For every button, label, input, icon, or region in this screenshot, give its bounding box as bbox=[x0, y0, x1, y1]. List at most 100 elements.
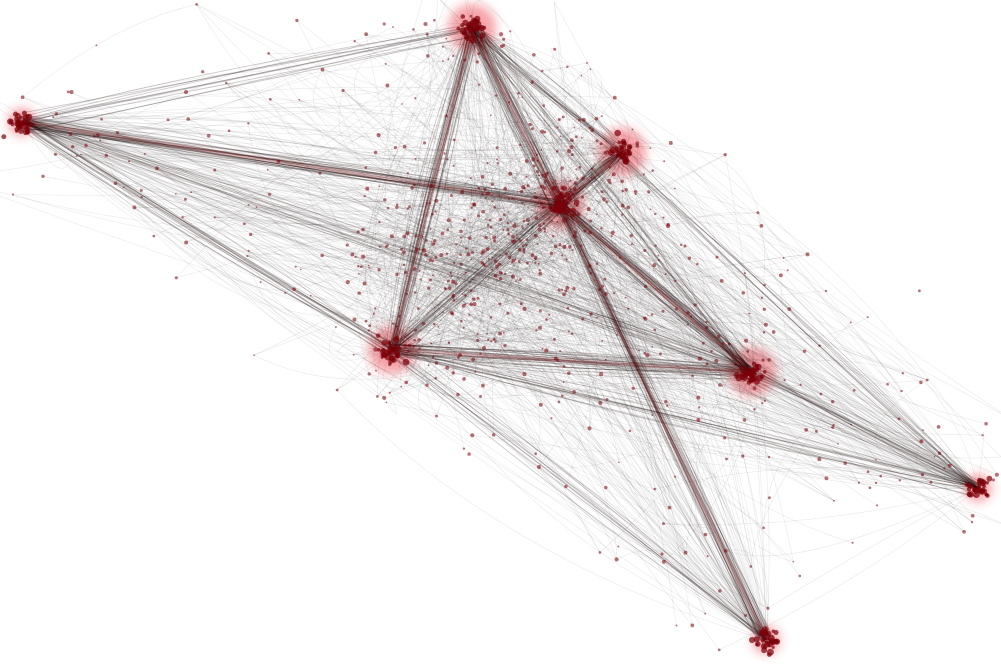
graph-edge bbox=[621, 151, 693, 626]
hub-node bbox=[557, 203, 562, 209]
graph-edge bbox=[182, 27, 473, 218]
graph-edge bbox=[391, 167, 581, 351]
graph-edge bbox=[398, 27, 473, 357]
graph-edge bbox=[470, 177, 707, 328]
graph-edge bbox=[471, 27, 603, 117]
graph-node bbox=[898, 478, 902, 482]
graph-node bbox=[674, 279, 677, 283]
graph-edge bbox=[452, 313, 753, 376]
graph-edge bbox=[550, 47, 623, 153]
graph-node bbox=[534, 257, 537, 261]
bundled-edge bbox=[751, 368, 982, 486]
bundled-edge bbox=[392, 21, 475, 355]
graph-node bbox=[377, 268, 381, 272]
hub-node bbox=[24, 125, 30, 131]
bundled-edge bbox=[479, 29, 750, 376]
graph-node bbox=[502, 331, 505, 334]
graph-node bbox=[378, 185, 381, 188]
graph-edge bbox=[495, 275, 767, 643]
graph-edge bbox=[499, 190, 623, 334]
bundled-edge bbox=[28, 127, 399, 346]
graph-edge bbox=[391, 116, 564, 351]
graph-edge bbox=[767, 487, 979, 609]
graph-edge bbox=[185, 242, 364, 291]
graph-edge bbox=[464, 235, 612, 251]
graph-edge bbox=[554, 1, 572, 148]
graph-node bbox=[444, 114, 448, 118]
graph-node bbox=[456, 356, 460, 359]
graph-node bbox=[493, 259, 498, 264]
graph-edge bbox=[422, 236, 767, 641]
graph-edge bbox=[432, 188, 575, 262]
bundled-edge bbox=[556, 202, 753, 373]
graph-edge bbox=[21, 121, 675, 195]
graph-edge bbox=[357, 115, 603, 233]
graph-node bbox=[653, 487, 657, 491]
graph-edge bbox=[535, 235, 979, 489]
graph-edge bbox=[553, 235, 723, 387]
graph-edge bbox=[391, 233, 509, 351]
graph-edge bbox=[405, 27, 484, 383]
graph-edge bbox=[389, 160, 539, 394]
graph-edge bbox=[407, 231, 466, 296]
graph-edge bbox=[407, 151, 623, 352]
graph-edge bbox=[415, 204, 561, 331]
graph-edge bbox=[621, 151, 794, 562]
graph-edge bbox=[560, 350, 833, 428]
graph-edge bbox=[354, 34, 428, 136]
hub-node bbox=[397, 346, 402, 351]
graph-node bbox=[542, 205, 546, 209]
graph-edge bbox=[396, 204, 753, 373]
graph-edge bbox=[100, 62, 588, 141]
hub-node bbox=[479, 36, 484, 40]
graph-node bbox=[352, 353, 355, 356]
graph-edge bbox=[463, 297, 689, 329]
hub-node bbox=[771, 645, 775, 649]
graph-edge bbox=[21, 117, 385, 201]
graph-node bbox=[213, 168, 217, 172]
graph-edge bbox=[375, 146, 405, 163]
graph-edge bbox=[396, 181, 553, 254]
graph-edge bbox=[21, 121, 598, 318]
graph-node bbox=[353, 39, 356, 43]
graph-edge bbox=[391, 275, 436, 351]
graph-node bbox=[174, 193, 177, 195]
graph-node bbox=[525, 244, 528, 246]
bundled-edge bbox=[560, 206, 766, 643]
bundled-edge bbox=[467, 31, 749, 369]
graph-edge bbox=[383, 153, 445, 351]
graph-node bbox=[762, 330, 766, 334]
graph-node bbox=[876, 504, 879, 507]
bundled-edge bbox=[617, 161, 979, 488]
graph-node bbox=[633, 189, 638, 194]
graph-node bbox=[482, 263, 486, 267]
graph-node bbox=[565, 285, 570, 290]
graph-node bbox=[478, 83, 481, 86]
graph-edge bbox=[471, 27, 608, 153]
bundled-edge bbox=[464, 24, 630, 154]
graph-edge bbox=[447, 180, 473, 255]
graph-edge bbox=[21, 121, 407, 295]
graph-edge bbox=[21, 120, 722, 282]
graph-node bbox=[341, 88, 345, 93]
hub-node bbox=[553, 205, 558, 210]
hub-node bbox=[17, 127, 25, 134]
graph-node bbox=[573, 126, 576, 129]
graph-node bbox=[99, 139, 102, 142]
graph-node bbox=[388, 391, 391, 394]
graph-node bbox=[761, 402, 764, 405]
bundled-edge bbox=[555, 202, 775, 645]
graph-edge bbox=[187, 118, 390, 348]
graph-edge bbox=[619, 214, 767, 641]
graph-node bbox=[994, 472, 999, 477]
graph-edge bbox=[21, 121, 398, 327]
graph-edge bbox=[403, 177, 472, 253]
graph-edge bbox=[117, 132, 432, 191]
graph-node bbox=[166, 118, 170, 122]
graph-edge bbox=[540, 404, 979, 489]
graph-edge bbox=[643, 174, 979, 489]
graph-edge bbox=[609, 182, 973, 523]
graph-node bbox=[386, 244, 389, 247]
graph-edge bbox=[364, 59, 449, 284]
graph-node bbox=[763, 399, 767, 403]
